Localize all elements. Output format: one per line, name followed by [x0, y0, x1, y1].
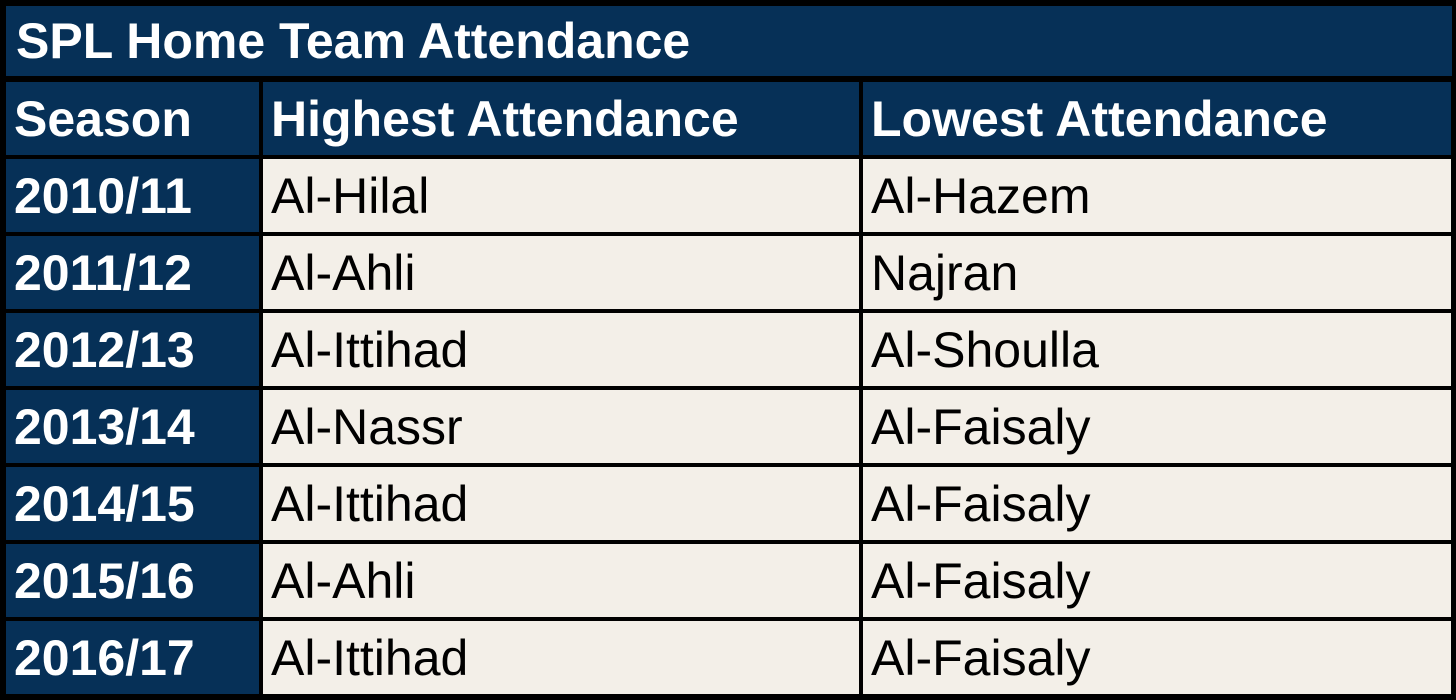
highest-cell: Al-Ittihad — [263, 313, 859, 386]
lowest-cell: Al-Faisaly — [863, 390, 1451, 463]
highest-cell: Al-Nassr — [263, 390, 859, 463]
highest-cell: Al-Ahli — [263, 544, 859, 617]
season-cell: 2011/12 — [6, 236, 259, 309]
season-cell: 2015/16 — [6, 544, 259, 617]
header-highest-attendance: Highest Attendance — [263, 82, 859, 155]
highest-cell: Al-Hilal — [263, 159, 859, 232]
lowest-cell: Al-Hazem — [863, 159, 1451, 232]
header-lowest-attendance: Lowest Attendance — [863, 82, 1451, 155]
table-title: SPL Home Team Attendance — [6, 6, 1452, 76]
table-grid: Season Highest Attendance Lowest Attenda… — [6, 82, 1452, 694]
lowest-cell: Najran — [863, 236, 1451, 309]
lowest-cell: Al-Faisaly — [863, 544, 1451, 617]
season-cell: 2016/17 — [6, 621, 259, 694]
lowest-cell: Al-Faisaly — [863, 467, 1451, 540]
header-season: Season — [6, 82, 259, 155]
highest-cell: Al-Ittihad — [263, 467, 859, 540]
season-cell: 2012/13 — [6, 313, 259, 386]
highest-cell: Al-Ahli — [263, 236, 859, 309]
season-cell: 2013/14 — [6, 390, 259, 463]
lowest-cell: Al-Faisaly — [863, 621, 1451, 694]
lowest-cell: Al-Shoulla — [863, 313, 1451, 386]
season-cell: 2014/15 — [6, 467, 259, 540]
highest-cell: Al-Ittihad — [263, 621, 859, 694]
season-cell: 2010/11 — [6, 159, 259, 232]
